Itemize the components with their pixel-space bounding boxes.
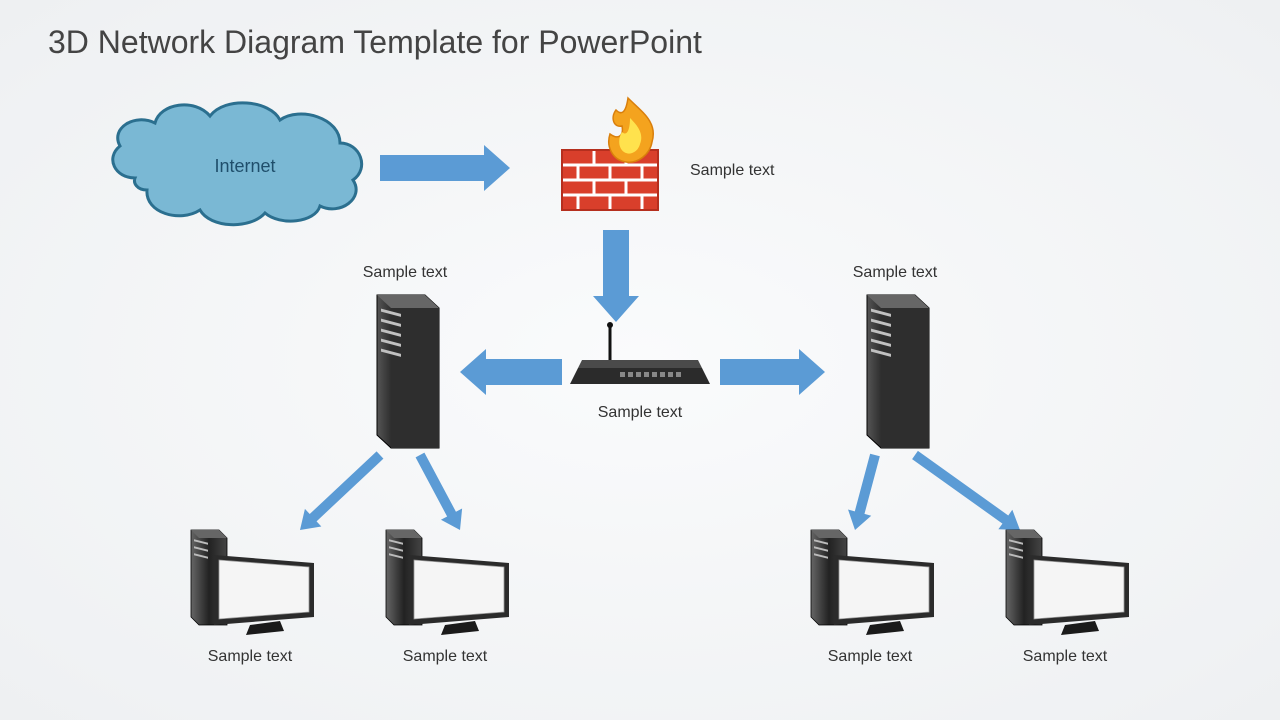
server-right-icon [867, 295, 929, 448]
diagram-canvas [0, 0, 1280, 720]
ws4-label: Sample text [1005, 648, 1125, 666]
server-right-label: Sample text [835, 264, 955, 282]
ws1-label: Sample text [190, 648, 310, 666]
firewall-label: Sample text [690, 162, 810, 180]
workstation-3-icon [811, 530, 934, 635]
workstation-4-icon [1006, 530, 1129, 635]
firewall-icon [562, 98, 658, 210]
ws2-label: Sample text [385, 648, 505, 666]
workstation-2-icon [386, 530, 509, 635]
ws3-label: Sample text [810, 648, 930, 666]
server-left-label: Sample text [345, 264, 465, 282]
workstation-1-icon [191, 530, 314, 635]
router-label: Sample text [580, 404, 700, 422]
router-icon [570, 322, 710, 384]
cloud-label: Internet [195, 156, 295, 177]
server-left-icon [377, 295, 439, 448]
